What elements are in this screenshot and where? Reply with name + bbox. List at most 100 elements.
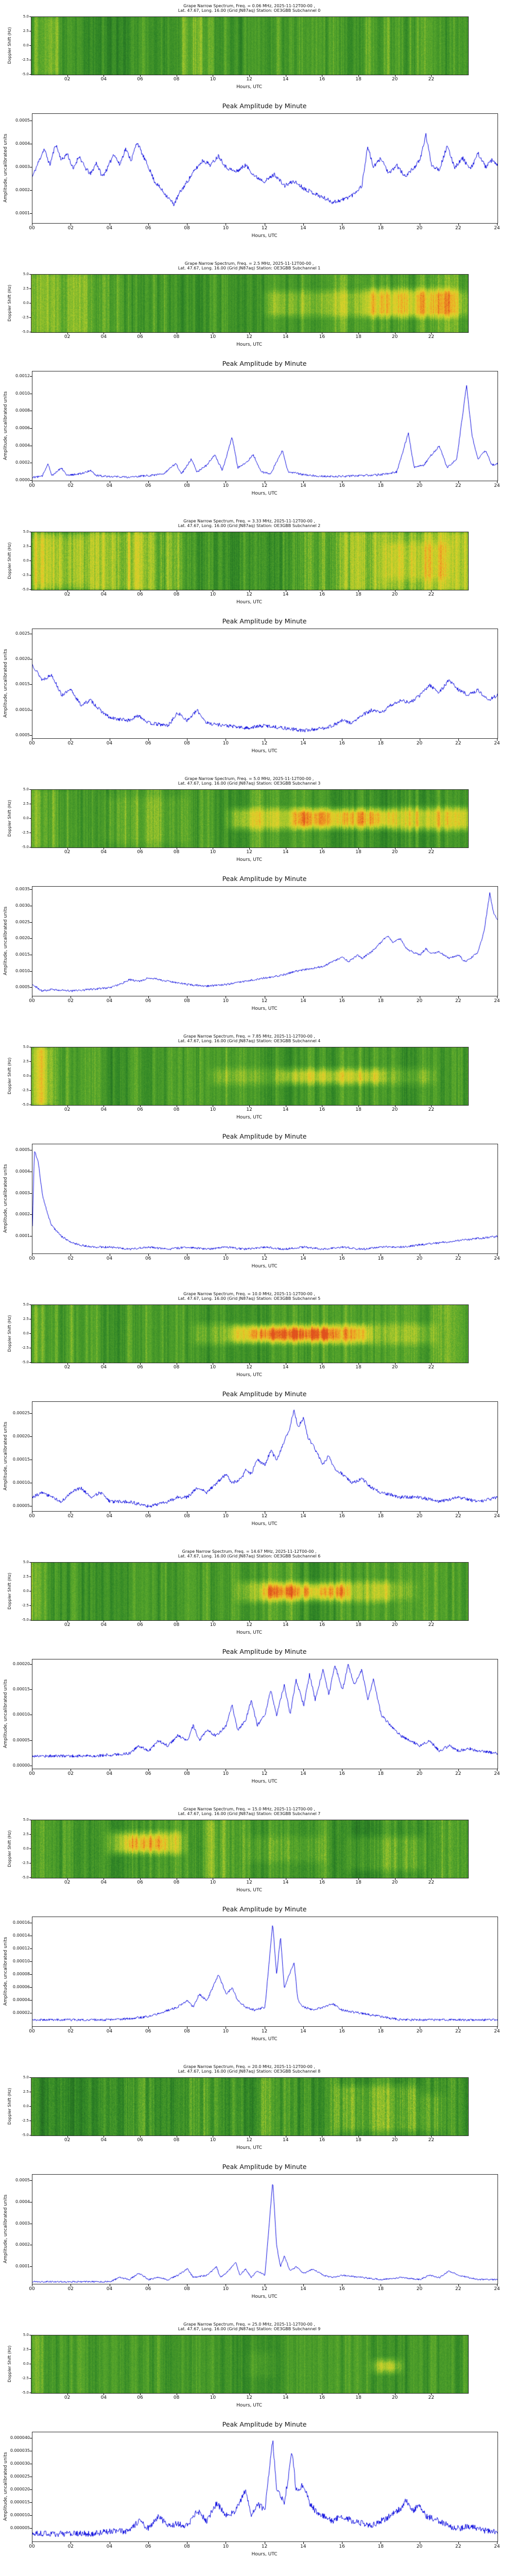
x-tick-mark xyxy=(394,590,396,592)
x-tick-label: 08 xyxy=(184,1771,190,1776)
x-tick-mark xyxy=(67,1878,68,1880)
amplitude-figure: Peak Amplitude by Minute Amplitude, unca… xyxy=(0,1643,515,1803)
x-tick-label: 14 xyxy=(300,1514,306,1519)
x-tick-label: 04 xyxy=(106,998,113,1004)
x-tick-mark xyxy=(458,481,459,483)
x-tick-label: 08 xyxy=(184,483,190,488)
x-tick-mark xyxy=(140,848,141,850)
y-tick-label: 0.0025 xyxy=(15,631,30,636)
x-tick-label: 24 xyxy=(494,483,500,488)
x-tick-label: 10 xyxy=(210,77,216,82)
x-tick-label: 16 xyxy=(339,998,345,1004)
x-tick-label: 18 xyxy=(377,483,384,488)
x-tick-mark xyxy=(394,333,396,334)
channel-section: Grape Narrow Spectrum, Freq. = 7.85 MHz,… xyxy=(0,1030,515,1288)
spectrogram-y-axis-label: Doppler Shift (Hz) xyxy=(7,1830,12,1867)
spectrogram-x-axis-label: Hours, UTC xyxy=(236,84,262,90)
x-tick-label: 22 xyxy=(455,1771,461,1776)
amplitude-title: Peak Amplitude by Minute xyxy=(222,1132,307,1140)
x-tick-label: 06 xyxy=(137,334,143,340)
y-tick-label: 2.5 xyxy=(23,2090,29,2094)
spectrogram-title-line1: Grape Narrow Spectrum, Freq. = 15.0 MHz,… xyxy=(183,1807,315,1811)
x-tick-label: 18 xyxy=(377,2544,384,2549)
x-tick-mark xyxy=(303,1512,304,1514)
x-tick-label: 02 xyxy=(67,226,74,231)
x-tick-mark xyxy=(67,333,68,334)
x-tick-label: 12 xyxy=(246,1880,252,1885)
x-tick-label: 04 xyxy=(100,2395,107,2400)
amplitude-x-axis-label: Hours, UTC xyxy=(251,1521,278,1527)
x-tick-mark xyxy=(249,2394,250,2395)
x-tick-label: 16 xyxy=(319,1880,325,1885)
x-tick-label: 22 xyxy=(428,334,435,340)
y-tick-label: 0.0003 xyxy=(15,1190,30,1195)
spectrogram-figure: Grape Narrow Spectrum, Freq. = 5.0 MHz, … xyxy=(0,773,515,871)
x-tick-mark xyxy=(431,333,432,334)
spectrogram-x-axis-label: Hours, UTC xyxy=(236,600,262,605)
x-tick-label: 12 xyxy=(261,1514,268,1519)
y-tick-mark xyxy=(29,45,31,46)
x-tick-label: 18 xyxy=(377,1514,384,1519)
x-tick-label: 00 xyxy=(29,1771,35,1776)
y-tick-label: 0.0 xyxy=(23,1589,29,1593)
x-tick-mark xyxy=(303,224,304,226)
x-tick-mark xyxy=(148,1512,149,1514)
x-tick-label: 14 xyxy=(282,334,289,340)
x-tick-label: 24 xyxy=(494,2544,500,2549)
y-tick-label: 0.0 xyxy=(23,43,29,47)
x-tick-label: 12 xyxy=(261,2286,268,2292)
spectrogram-y-axis-label: Doppler Shift (Hz) xyxy=(7,2345,12,2382)
x-tick-label: 20 xyxy=(391,2395,398,2400)
y-tick-label: 0.0002 xyxy=(15,1212,30,1217)
x-tick-mark xyxy=(303,1254,304,1256)
x-tick-mark xyxy=(303,1769,304,1771)
x-tick-label: 06 xyxy=(137,1107,143,1112)
spectrogram-heatmap-canvas xyxy=(31,2335,469,2394)
amplitude-x-axis-label: Hours, UTC xyxy=(251,2294,278,2299)
y-tick-mark xyxy=(29,847,31,848)
x-tick-label: 12 xyxy=(246,2395,252,2400)
x-tick-label: 18 xyxy=(377,1256,384,1261)
x-tick-label: 12 xyxy=(246,334,252,340)
x-tick-label: 12 xyxy=(246,77,252,82)
x-tick-label: 20 xyxy=(416,2286,423,2292)
x-tick-label: 08 xyxy=(173,1880,180,1885)
y-tick-label: 0.0 xyxy=(23,1331,29,1335)
x-tick-label: 04 xyxy=(106,1771,113,1776)
spectrogram-x-axis-label: Hours, UTC xyxy=(236,2145,262,2150)
x-tick-label: 02 xyxy=(67,1514,74,1519)
x-tick-label: 10 xyxy=(210,2138,216,2143)
spectrogram-x-axis-label: Hours, UTC xyxy=(236,857,262,862)
x-tick-label: 22 xyxy=(455,226,461,231)
y-tick-mark xyxy=(30,2180,32,2181)
x-tick-label: 10 xyxy=(210,334,216,340)
x-tick-label: 20 xyxy=(416,741,423,746)
y-tick-mark xyxy=(30,1961,32,1962)
y-tick-label: 0.00025 xyxy=(12,1410,30,1415)
x-tick-label: 22 xyxy=(455,1514,461,1519)
x-tick-label: 06 xyxy=(137,592,143,597)
x-tick-label: 02 xyxy=(64,334,71,340)
y-tick-label: 0.0001 xyxy=(15,2263,30,2268)
amplitude-x-axis-label: Hours, UTC xyxy=(251,1264,278,1269)
x-tick-mark xyxy=(249,848,250,850)
x-tick-label: 04 xyxy=(106,483,113,488)
x-tick-label: 22 xyxy=(455,2029,461,2034)
amplitude-figure: Peak Amplitude by Minute Amplitude, unca… xyxy=(0,1386,515,1546)
y-tick-label: 2.5 xyxy=(23,29,29,33)
spectrogram-figure: Grape Narrow Spectrum, Freq. = 10.0 MHz,… xyxy=(0,1288,515,1386)
x-tick-label: 04 xyxy=(100,334,107,340)
x-tick-label: 08 xyxy=(184,741,190,746)
x-tick-mark xyxy=(358,75,359,77)
x-tick-mark xyxy=(148,224,149,226)
x-tick-label: 02 xyxy=(64,850,71,855)
x-tick-label: 18 xyxy=(377,2029,384,2034)
x-tick-mark xyxy=(458,2542,459,2544)
spectrogram-title-line2: Lat. 47.67, Long. 16.00 (Grid JN87aq) St… xyxy=(178,1811,321,1816)
x-tick-label: 10 xyxy=(210,592,216,597)
amplitude-title: Peak Amplitude by Minute xyxy=(222,1648,307,1655)
y-tick-label: 0.0 xyxy=(23,2104,29,2108)
amplitude-title: Peak Amplitude by Minute xyxy=(222,1390,307,1398)
x-tick-mark xyxy=(358,2394,359,2395)
spectrogram-title-line2: Lat. 47.67, Long. 16.00 (Grid JN87aq) St… xyxy=(178,2069,321,2074)
